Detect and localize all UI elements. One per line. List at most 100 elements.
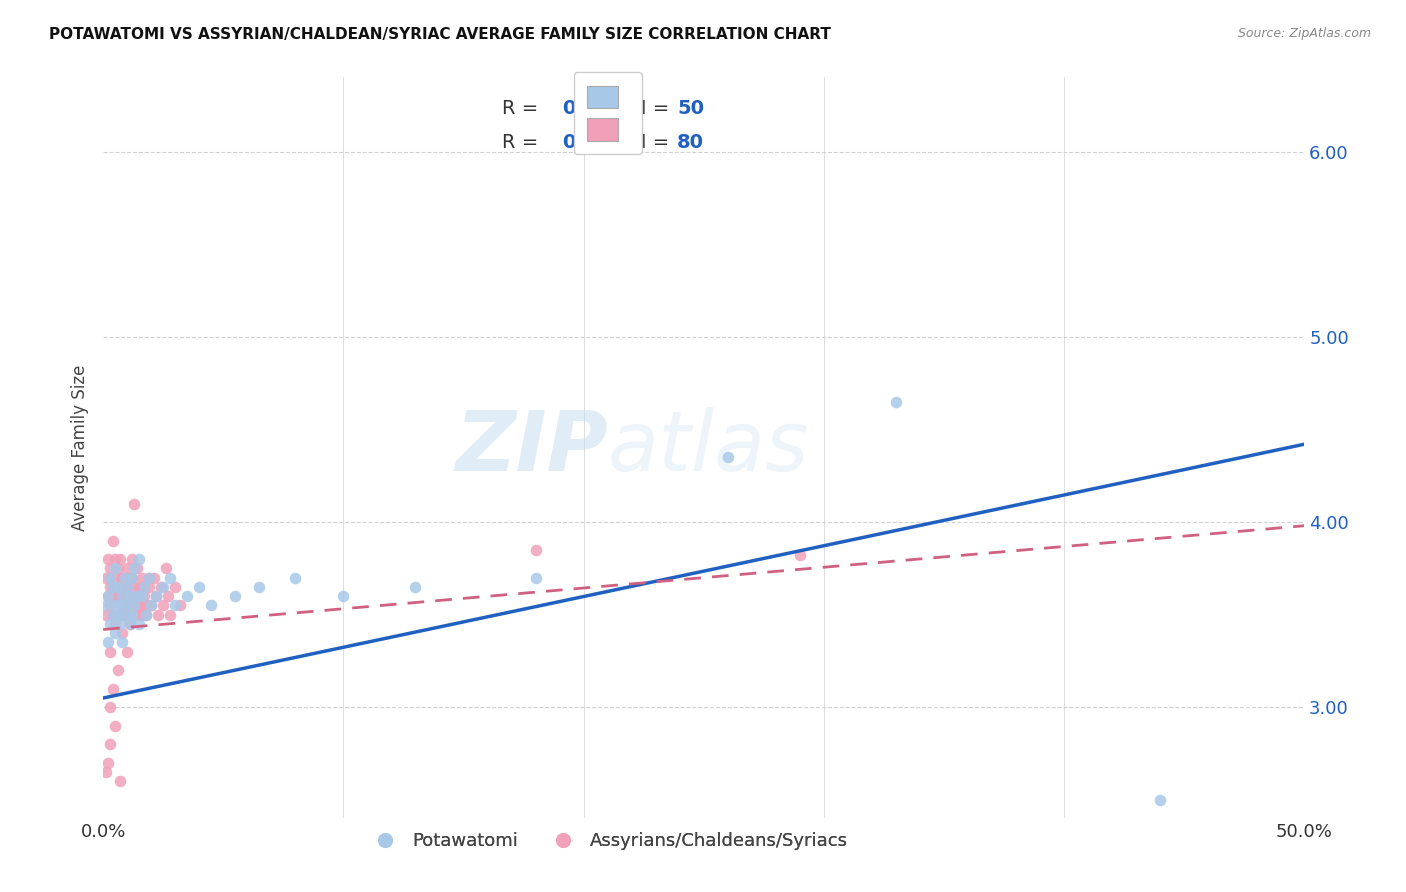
Point: [128, 580, 150, 594]
Point: [104, 571, 127, 585]
Point: [107, 580, 129, 594]
Point: [98, 737, 121, 751]
Point: [107, 589, 129, 603]
Point: [111, 599, 134, 613]
Point: [97, 589, 120, 603]
Text: POTAWATOMI VS ASSYRIAN/CHALDEAN/SYRIAC AVERAGE FAMILY SIZE CORRELATION CHART: POTAWATOMI VS ASSYRIAN/CHALDEAN/SYRIAC A…: [49, 27, 831, 42]
Point: [247, 580, 270, 594]
Point: [128, 616, 150, 631]
Point: [159, 571, 181, 585]
Point: [111, 589, 134, 603]
Point: [115, 599, 138, 613]
Text: N =: N =: [631, 133, 675, 153]
Point: [98, 599, 121, 613]
Point: [121, 552, 143, 566]
Point: [101, 533, 124, 548]
Point: [101, 580, 124, 594]
Point: [165, 599, 187, 613]
Point: [121, 599, 143, 613]
Point: [142, 571, 165, 585]
Point: [524, 542, 547, 557]
Point: [200, 599, 222, 613]
Point: [114, 599, 136, 613]
Point: [125, 589, 148, 603]
Point: [524, 571, 547, 585]
Point: [138, 580, 160, 594]
Point: [108, 599, 131, 613]
Point: [118, 571, 141, 585]
Point: [111, 571, 134, 585]
Point: [114, 607, 136, 622]
Point: [128, 589, 150, 603]
Point: [131, 599, 153, 613]
Point: [141, 599, 163, 613]
Legend: Potawatomi, Assyrians/Chaldeans/Syriacs: Potawatomi, Assyrians/Chaldeans/Syriacs: [360, 825, 855, 857]
Point: [135, 607, 157, 622]
Point: [108, 607, 131, 622]
Point: [94, 571, 117, 585]
Point: [108, 589, 131, 603]
Point: [145, 589, 167, 603]
Point: [165, 580, 187, 594]
Point: [108, 774, 131, 789]
Point: [97, 635, 120, 649]
Point: [332, 589, 354, 603]
Point: [101, 681, 124, 696]
Point: [104, 552, 127, 566]
Point: [97, 552, 120, 566]
Point: [159, 607, 181, 622]
Point: [145, 589, 167, 603]
Point: [125, 561, 148, 575]
Point: [884, 394, 907, 409]
Point: [108, 580, 131, 594]
Point: [132, 589, 155, 603]
Point: [107, 607, 129, 622]
Text: Source: ZipAtlas.com: Source: ZipAtlas.com: [1237, 27, 1371, 40]
Point: [98, 645, 121, 659]
Point: [107, 561, 129, 575]
Point: [156, 589, 179, 603]
Text: 50: 50: [678, 99, 704, 118]
Point: [107, 663, 129, 677]
Point: [132, 580, 155, 594]
Point: [104, 626, 127, 640]
Point: [101, 607, 124, 622]
Point: [152, 599, 174, 613]
Point: [121, 571, 143, 585]
Point: [111, 635, 134, 649]
Point: [148, 607, 170, 622]
Text: atlas: atlas: [607, 408, 810, 489]
Point: [128, 552, 150, 566]
Point: [135, 607, 157, 622]
Point: [124, 599, 146, 613]
Point: [108, 616, 131, 631]
Point: [128, 607, 150, 622]
Point: [717, 450, 740, 465]
Point: [114, 589, 136, 603]
Point: [131, 571, 153, 585]
Point: [104, 599, 127, 613]
Text: 0.188: 0.188: [562, 133, 624, 153]
Point: [115, 580, 138, 594]
Point: [101, 580, 124, 594]
Point: [101, 607, 124, 622]
Point: [1149, 793, 1171, 807]
Point: [121, 571, 143, 585]
Point: [115, 645, 138, 659]
Point: [121, 607, 143, 622]
Point: [111, 571, 134, 585]
Point: [124, 561, 146, 575]
Point: [115, 580, 138, 594]
Point: [97, 589, 120, 603]
Text: 0.549: 0.549: [562, 99, 623, 118]
Point: [118, 589, 141, 603]
Point: [124, 496, 146, 510]
Point: [94, 607, 117, 622]
Point: [98, 561, 121, 575]
Point: [98, 700, 121, 714]
Point: [135, 599, 157, 613]
Point: [114, 607, 136, 622]
Point: [114, 571, 136, 585]
Point: [108, 552, 131, 566]
Point: [125, 599, 148, 613]
